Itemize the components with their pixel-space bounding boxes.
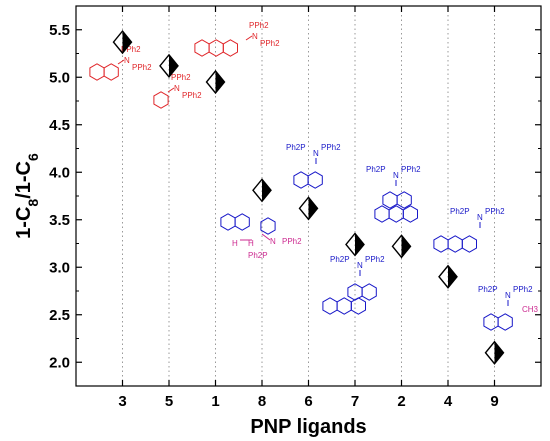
structure-label: H xyxy=(232,239,238,248)
structure-label: Ph2P xyxy=(248,251,268,260)
x-tick-label-6: 6 xyxy=(304,393,312,410)
y-tick-label: 2.5 xyxy=(49,307,70,324)
structure-label: N xyxy=(477,213,483,222)
structure-label: N xyxy=(174,84,180,93)
data-point-8 xyxy=(252,178,272,203)
y-tick-label: 5.5 xyxy=(49,22,70,39)
data-point-3 xyxy=(112,29,133,55)
structure-label: PPh2 xyxy=(321,143,341,152)
y-axis: 2.0 2.5 3.0 3.5 4.0 4.5 5.0 5.5 xyxy=(49,22,541,387)
x-tick-label-5: 5 xyxy=(165,393,173,410)
structure-label: PPh2 xyxy=(513,285,533,294)
structure-label: PPh2 xyxy=(282,237,302,246)
structure-label: N xyxy=(124,56,130,65)
structure-label: Ph2P xyxy=(478,285,498,294)
structure-label: PPh2 xyxy=(485,207,505,216)
y-tick-label: 3.0 xyxy=(49,259,70,276)
structure-label: PPh2 xyxy=(365,255,385,264)
structure-label: N xyxy=(357,261,363,270)
structure-label: PPh2 xyxy=(132,63,152,72)
x-axis: 3 5 1 8 6 7 2 4 9 xyxy=(118,6,499,410)
structure-label: H xyxy=(248,239,254,248)
data-point-6 xyxy=(298,196,319,221)
structure-label: PPh2 xyxy=(121,45,141,54)
structure-label: PPh2 xyxy=(182,91,202,100)
x-tick-label-3: 3 xyxy=(118,393,126,410)
x-tick-label-2: 2 xyxy=(397,393,405,410)
x-tick-label-4: 4 xyxy=(444,393,453,410)
y-tick-label: 5.0 xyxy=(49,69,70,86)
structure-label: Ph2P xyxy=(286,143,306,152)
data-points xyxy=(112,29,505,365)
structure-label: N xyxy=(505,291,511,300)
data-point-5 xyxy=(159,53,179,78)
y-axis-title: 1-C8/1-C6 xyxy=(13,153,41,239)
y-tick-label: 3.5 xyxy=(49,212,70,229)
data-point-4 xyxy=(438,264,458,289)
data-point-1 xyxy=(205,69,226,95)
structure-label: Ph2P xyxy=(450,207,470,216)
structure-ligand-8: H H N PPh2 Ph2P xyxy=(220,213,302,260)
y-tick-label: 2.0 xyxy=(49,354,70,371)
data-point-7 xyxy=(345,232,365,257)
y-tick-label: 4.0 xyxy=(49,164,70,181)
structure-label: N xyxy=(252,32,258,41)
structure-label: CH3 xyxy=(522,305,539,314)
data-point-9 xyxy=(484,340,505,365)
x-tick-label-1: 1 xyxy=(211,393,219,410)
structure-label: N xyxy=(270,237,276,246)
data-point-2 xyxy=(391,234,412,259)
structure-label: Ph2P xyxy=(330,255,350,264)
ligand-structures: PPh2NPPh2PPh2NPPh2PPh2NPPh2Ph2PNPPh2Ph2P… xyxy=(89,21,539,331)
x-tick-label-9: 9 xyxy=(490,393,498,410)
structure-label: Ph2P xyxy=(366,165,386,174)
x-tick-label-7: 7 xyxy=(351,393,359,410)
structure-label: N xyxy=(313,149,319,158)
x-tick-label-8: 8 xyxy=(258,393,266,410)
structure-label: PPh2 xyxy=(171,73,191,82)
grid-lines xyxy=(122,6,495,386)
x-axis-title: PNP ligands xyxy=(250,416,366,438)
structure-label: PPh2 xyxy=(401,165,421,174)
y-tick-label: 4.5 xyxy=(49,117,70,134)
structure-label: PPh2 xyxy=(260,39,280,48)
structure-label: PPh2 xyxy=(249,21,269,30)
structure-label: N xyxy=(393,171,399,180)
